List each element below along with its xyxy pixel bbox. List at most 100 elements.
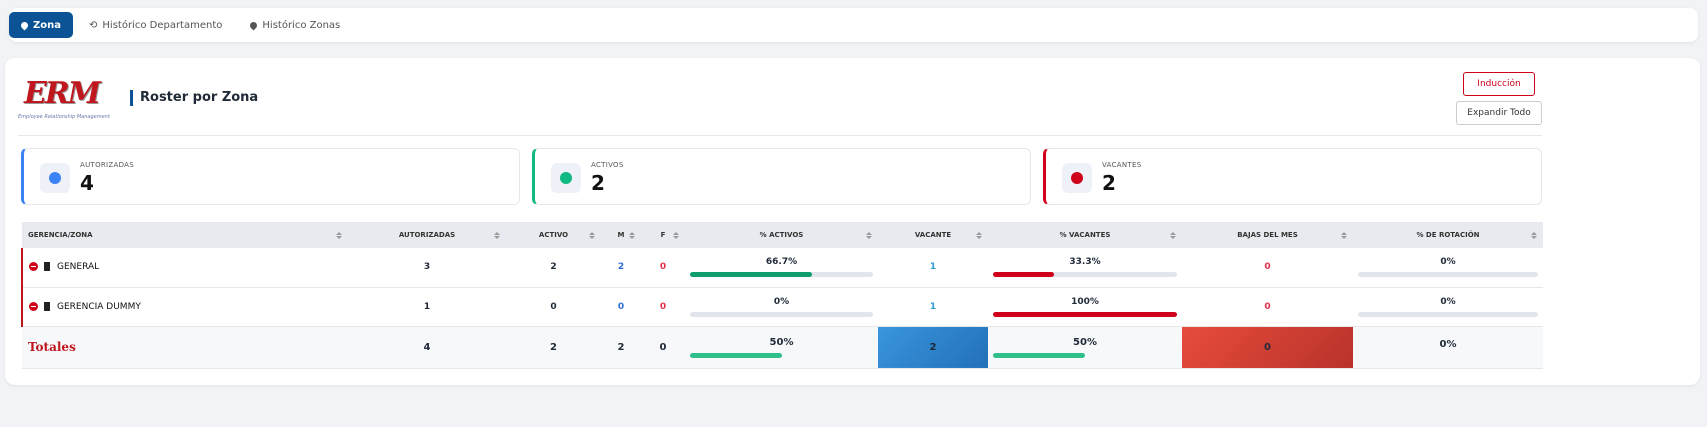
cell-value: 0 <box>659 341 667 353</box>
card-value: 4 <box>80 171 94 195</box>
table-cell: 0 <box>1182 287 1353 327</box>
progress-track <box>993 352 1177 358</box>
percent-label: 66.7% <box>765 257 798 268</box>
card-icon <box>40 163 70 193</box>
progress-track <box>690 311 873 317</box>
column-header[interactable]: AUTORIZADAS <box>348 222 506 248</box>
cell-value: 0 <box>659 301 667 312</box>
percent-label: 50% <box>1073 336 1097 348</box>
percent-label: 50% <box>769 336 794 348</box>
table-cell: 0% <box>1353 248 1543 288</box>
tab-label: Histórico Departamento <box>102 19 223 31</box>
column-header[interactable]: M <box>601 222 641 248</box>
tab[interactable]: Histórico Zonas <box>238 12 352 38</box>
table-cell: 2 <box>506 326 601 369</box>
cell-value: 0 <box>1264 262 1271 273</box>
table-cell: 2 <box>506 248 601 288</box>
table-cell: 50% <box>685 326 878 369</box>
table-cell: 2 <box>601 326 641 369</box>
card-label: VACANTES <box>1102 161 1142 169</box>
table-cell: 0 <box>601 287 641 327</box>
roster-table: GERENCIA/ZONA AUTORIZADAS ACTIVO M F% ACTIVO… <box>21 222 1543 369</box>
table-cell: 100% <box>988 287 1182 327</box>
card-label: ACTIVOS <box>591 161 624 169</box>
card-icon <box>551 163 581 193</box>
building-icon <box>44 301 50 311</box>
zone-name: GERENCIA DUMMY <box>57 301 141 312</box>
tab-label: Zona <box>33 19 61 31</box>
progress-track <box>1358 272 1538 278</box>
tab[interactable]: Zona <box>9 12 73 38</box>
percent-label: 0% <box>1440 257 1456 268</box>
card-value: 2 <box>1102 171 1116 195</box>
logo-subtitle: Employee Relationship Management <box>18 114 110 120</box>
table-cell: GERENCIA DUMMY <box>21 287 348 327</box>
column-header[interactable]: % ACTIVOS <box>685 222 878 248</box>
table-cell: 66.7% <box>685 248 878 288</box>
table-cell: 0 <box>506 287 601 327</box>
pin-icon <box>248 20 259 30</box>
induction-button[interactable]: Inducción <box>1463 72 1535 96</box>
card-value: 2 <box>591 171 605 195</box>
progress-track <box>993 272 1177 278</box>
progress-track <box>1358 311 1538 317</box>
table-cell: 0 <box>1182 248 1353 288</box>
table-cell: 3 <box>348 248 506 288</box>
cell-value: 3 <box>423 262 431 273</box>
table-cell: 0 <box>1182 326 1353 369</box>
expand-icon[interactable] <box>29 262 38 272</box>
cell-value: 1 <box>423 301 431 312</box>
progress-bar <box>690 272 813 278</box>
column-header[interactable]: % VACANTES <box>988 222 1182 248</box>
history-icon: ⟲ <box>89 19 98 31</box>
expand-icon[interactable] <box>29 301 38 311</box>
column-header[interactable]: F <box>641 222 685 248</box>
percent-label: 100% <box>1071 296 1099 307</box>
cell-value: 0 <box>1264 341 1271 353</box>
column-header[interactable]: GERENCIA/ZONA <box>22 222 348 248</box>
cell-value: 2 <box>550 341 557 353</box>
totals-row: Totales 4 2 2 0 50% 2 50% 0 0% <box>22 326 1543 369</box>
expand-button[interactable]: Expandir Todo <box>1456 101 1542 125</box>
progress-bar <box>690 352 782 358</box>
table-cell: 33.3% <box>988 248 1182 288</box>
tab[interactable]: ⟲ Histórico Departamento <box>77 12 234 38</box>
table-cell: 0% <box>685 287 878 327</box>
column-header[interactable]: VACANTE <box>878 222 988 248</box>
table-cell: 0 <box>641 287 685 327</box>
card-label: AUTORIZADAS <box>80 161 135 169</box>
logo: ERM Employee Relationship Management <box>18 72 122 124</box>
table-cell: 1 <box>348 287 506 327</box>
table-head: GERENCIA/ZONA AUTORIZADAS ACTIVO M F% ACTIVO… <box>22 222 1543 248</box>
column-header[interactable]: ACTIVO <box>506 222 601 248</box>
percent-label: 0% <box>1439 339 1457 350</box>
stat-card: AUTORIZADAS 4 <box>21 148 520 205</box>
icon-dot <box>49 172 61 184</box>
cell-value: 0 <box>659 262 667 273</box>
icon-dot <box>1071 172 1083 184</box>
percent-label: 0% <box>1440 296 1456 307</box>
pin-icon <box>19 20 30 30</box>
cell-value: 0 <box>550 301 557 312</box>
zone-name: GENERAL <box>57 262 100 273</box>
cell-value: 4 <box>423 341 431 353</box>
cell-value: 2 <box>617 341 625 353</box>
table-row: GERENCIA DUMMY 1 0 0 0 0% 1 100% 0 0% <box>21 287 1543 327</box>
column-header[interactable]: % DE ROTACIÓN <box>1353 222 1543 248</box>
progress-bar <box>993 352 1085 358</box>
percent-label: 0% <box>773 296 790 307</box>
table-cell: 0 <box>641 326 685 369</box>
cell-value: 0 <box>1264 301 1271 312</box>
column-header[interactable]: BAJAS DEL MES <box>1182 222 1353 248</box>
table-cell: GENERAL <box>21 248 348 288</box>
cell-value: 2 <box>550 262 557 273</box>
stat-card: ACTIVOS 2 <box>532 148 1031 205</box>
cell-value: 1 <box>929 262 937 273</box>
table-row: GENERAL 3 2 2 0 66.7% 1 33.3% 0 0% <box>21 248 1543 288</box>
main-card: ERM Employee Relationship Management Ros… <box>5 58 1700 385</box>
table-body: GENERAL 3 2 2 0 66.7% 1 33.3% 0 0% GERENCIA DUMMY 1… <box>21 248 1543 369</box>
cell-value: 0 <box>617 301 625 312</box>
cell-value: 1 <box>929 301 937 312</box>
